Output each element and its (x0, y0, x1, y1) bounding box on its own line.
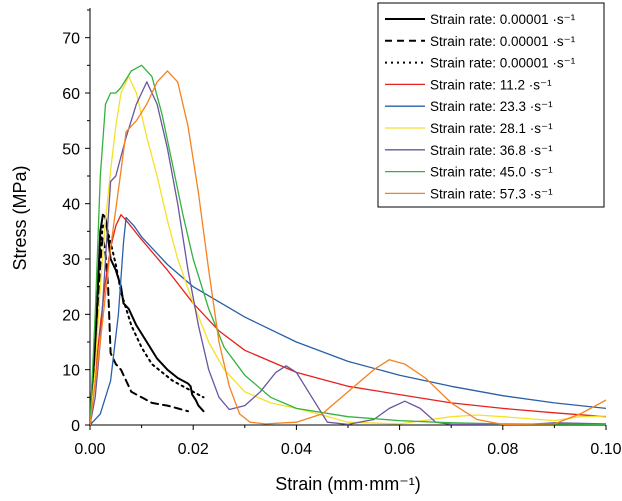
y-tick-label: 60 (62, 86, 80, 103)
series-line-4 (90, 214, 606, 425)
y-axis-label: Stress (MPa) (10, 165, 30, 270)
legend: Strain rate: 0.00001 ·s⁻¹ Strain rate: 0.… (377, 2, 605, 208)
y-tick-label: 30 (62, 252, 80, 269)
y-tick-label: 10 (62, 363, 80, 380)
legend-label-6: Strain rate: 28.1 ·s⁻¹ (430, 121, 553, 136)
series-line-8 (90, 64, 606, 425)
x-tick-label: 0.08 (487, 441, 518, 458)
series-line-6 (90, 75, 606, 425)
x-tick-label: 0.00 (74, 441, 105, 458)
x-tick-label: 0.06 (384, 441, 415, 458)
legend-label-2: Strain rate: 0.00001 ·s⁻¹ (430, 34, 576, 49)
series-line-2 (90, 235, 189, 425)
x-tick-label: 0.10 (590, 441, 621, 458)
x-tick-label: 0.04 (281, 441, 312, 458)
y-tick-label: 0 (71, 418, 80, 435)
series-lines (90, 64, 606, 425)
legend-label-8: Strain rate: 45.0 ·s⁻¹ (430, 165, 553, 180)
y-tick-label: 20 (62, 307, 80, 324)
series-line-9 (90, 70, 606, 425)
legend-label-7: Strain rate: 36.8 ·s⁻¹ (430, 143, 553, 158)
y-tick-label: 40 (62, 197, 80, 214)
legend-label-4: Strain rate: 11.2 ·s⁻¹ (430, 77, 552, 92)
legend-label-1: Strain rate: 0.00001 ·s⁻¹ (430, 12, 576, 27)
x-axis-label: Strain (mm·mm⁻¹) (275, 474, 420, 494)
y-tick-label: 70 (62, 31, 80, 48)
series-line-5 (90, 216, 606, 425)
y-tick-label: 50 (62, 141, 80, 158)
ticks: 0.00 0.02 0.04 0.06 0.08 0.10 0 10 20 30 40 50 60 70 (62, 9, 622, 458)
legend-label-3: Strain rate: 0.00001 ·s⁻¹ (430, 56, 576, 71)
legend-label-5: Strain rate: 23.3 ·s⁻¹ (430, 99, 553, 114)
series-line-3 (90, 222, 205, 425)
legend-box (377, 2, 605, 208)
legend-label-9: Strain rate: 57.3 ·s⁻¹ (430, 186, 553, 201)
x-tick-label: 0.02 (178, 441, 209, 458)
